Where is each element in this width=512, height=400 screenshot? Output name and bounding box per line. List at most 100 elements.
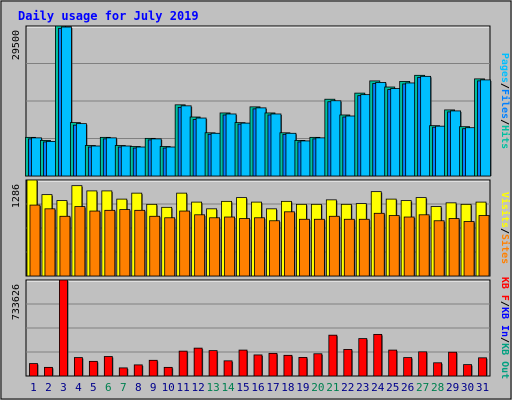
bar-sites-day-20 bbox=[313, 218, 325, 277]
bar-kbytes-day-16 bbox=[253, 354, 263, 377]
bar-kbytes-day-24 bbox=[373, 333, 383, 377]
x-tick-label-day-1: 1 bbox=[30, 381, 37, 394]
x-tick-label-day-18: 18 bbox=[281, 381, 294, 394]
bar-sites-day-1 bbox=[29, 204, 41, 277]
bar-pages-day-21 bbox=[330, 100, 342, 177]
bar-kbytes-day-10 bbox=[163, 366, 173, 377]
bar-sites-day-4 bbox=[74, 206, 86, 277]
bar-sites-day-24 bbox=[373, 212, 385, 277]
bar-pages-day-9 bbox=[150, 138, 162, 177]
legend-segment-kbytes-2: KB In bbox=[499, 307, 510, 337]
bar-kbytes-day-19 bbox=[298, 357, 308, 377]
bar-pages-day-5 bbox=[90, 145, 102, 177]
x-tick-label-day-20: 20 bbox=[311, 381, 324, 394]
bar-kbytes-day-17 bbox=[268, 352, 278, 377]
bar-sites-day-31 bbox=[478, 215, 490, 277]
bar-pages-day-20 bbox=[315, 137, 327, 177]
x-tick-label-day-12: 12 bbox=[192, 381, 205, 394]
bar-sites-day-21 bbox=[328, 215, 340, 277]
bar-kbytes-day-9 bbox=[148, 359, 158, 377]
legend-segment-hits-files-pages-0: Pages bbox=[499, 53, 510, 83]
bar-sites-day-28 bbox=[433, 220, 445, 277]
bar-kbytes-day-6 bbox=[103, 356, 113, 377]
x-tick-label-day-7: 7 bbox=[120, 381, 127, 394]
legend-label-visits-sites: Visits/Sites bbox=[499, 192, 511, 264]
bar-sites-day-17 bbox=[269, 220, 280, 277]
y-max-label-visits-sites: 1286 bbox=[11, 184, 22, 208]
x-tick-label-day-3: 3 bbox=[60, 381, 67, 394]
bar-pages-day-4 bbox=[75, 123, 87, 177]
bar-pages-day-28 bbox=[435, 125, 447, 177]
bar-kbytes-day-4 bbox=[73, 357, 83, 377]
bar-kbytes-day-18 bbox=[283, 354, 293, 377]
bar-sites-day-23 bbox=[358, 218, 370, 277]
bar-pages-day-30 bbox=[465, 127, 476, 177]
legend-segment-hits-files-pages-2: Files bbox=[499, 89, 511, 119]
x-tick-label-day-22: 22 bbox=[341, 381, 354, 394]
bar-kbytes-day-7 bbox=[118, 367, 128, 377]
bar-pages-day-1 bbox=[31, 137, 42, 177]
bar-pages-day-14 bbox=[225, 113, 237, 177]
bar-kbytes-day-31 bbox=[478, 357, 487, 377]
bar-sites-day-27 bbox=[418, 214, 430, 277]
bar-pages-day-27 bbox=[420, 75, 432, 177]
x-tick-label-day-13: 13 bbox=[206, 381, 219, 394]
x-tick-label-day-14: 14 bbox=[221, 381, 235, 394]
bar-sites-day-2 bbox=[44, 208, 56, 277]
bar-pages-day-31 bbox=[480, 79, 491, 177]
bar-kbytes-day-8 bbox=[133, 364, 143, 377]
bar-sites-day-13 bbox=[209, 217, 220, 277]
bar-pages-day-18 bbox=[285, 132, 297, 177]
legend-label-kbytes: KB F/KB In/KB Out bbox=[499, 277, 510, 379]
bar-kbytes-day-25 bbox=[388, 349, 398, 377]
legend-segment-hits-files-pages-3: / bbox=[499, 119, 510, 125]
bar-kbytes-day-1 bbox=[29, 363, 38, 377]
bar-pages-day-7 bbox=[120, 145, 132, 177]
bar-kbytes-day-22 bbox=[343, 349, 353, 377]
bar-pages-day-8 bbox=[135, 146, 147, 177]
x-tick-label-day-24: 24 bbox=[371, 381, 385, 394]
legend-segment-visits-sites-0: Visits bbox=[499, 192, 511, 228]
x-tick-label-day-5: 5 bbox=[90, 381, 97, 394]
bar-sites-day-29 bbox=[448, 218, 460, 277]
legend-segment-kbytes-0: KB F bbox=[499, 277, 510, 301]
bar-pages-day-2 bbox=[46, 141, 57, 177]
legend-segment-hits-files-pages-4: Hits bbox=[499, 125, 511, 149]
bar-kbytes-day-20 bbox=[313, 353, 323, 377]
legend-label-hits-files-pages: Pages/Files/Hits bbox=[499, 53, 511, 149]
bar-pages-day-12 bbox=[195, 117, 207, 177]
legend-segment-kbytes-3: / bbox=[499, 337, 510, 343]
bar-sites-day-11 bbox=[179, 210, 191, 277]
bar-pages-day-15 bbox=[240, 122, 252, 177]
bar-kbytes-day-21 bbox=[328, 334, 338, 377]
bar-kbytes-day-23 bbox=[358, 338, 368, 377]
bar-sites-day-10 bbox=[164, 217, 176, 277]
bar-kbytes-day-26 bbox=[403, 357, 413, 377]
bar-sites-day-6 bbox=[104, 209, 116, 277]
legend-segment-hits-files-pages-1: / bbox=[499, 83, 510, 89]
bar-kbytes-day-27 bbox=[418, 351, 428, 377]
bar-sites-day-15 bbox=[239, 218, 250, 277]
x-tick-label-day-11: 11 bbox=[177, 381, 190, 394]
x-tick-label-day-8: 8 bbox=[135, 381, 142, 394]
legend-segment-kbytes-1: / bbox=[499, 301, 510, 307]
y-max-label-kbytes: 733626 bbox=[11, 284, 22, 320]
legend-segment-visits-sites-1: / bbox=[499, 228, 510, 234]
bar-sites-day-5 bbox=[89, 210, 101, 277]
bar-kbytes-day-30 bbox=[463, 364, 472, 377]
bar-sites-day-25 bbox=[388, 215, 400, 277]
x-tick-label-day-26: 26 bbox=[401, 381, 414, 394]
bar-sites-day-16 bbox=[254, 217, 265, 277]
x-tick-label-day-23: 23 bbox=[356, 381, 369, 394]
bar-kbytes-day-2 bbox=[44, 366, 53, 377]
bar-sites-day-30 bbox=[463, 221, 475, 277]
x-tick-label-day-27: 27 bbox=[416, 381, 429, 394]
chart-title: Daily usage for July 2019 bbox=[18, 9, 199, 23]
legend-segment-visits-sites-2: Sites bbox=[499, 234, 511, 264]
x-tick-label-day-6: 6 bbox=[105, 381, 112, 394]
x-tick-label-day-19: 19 bbox=[296, 381, 309, 394]
x-tick-label-day-28: 28 bbox=[431, 381, 444, 394]
x-tick-label-day-30: 30 bbox=[461, 381, 474, 394]
bar-kbytes-day-15 bbox=[238, 349, 248, 377]
